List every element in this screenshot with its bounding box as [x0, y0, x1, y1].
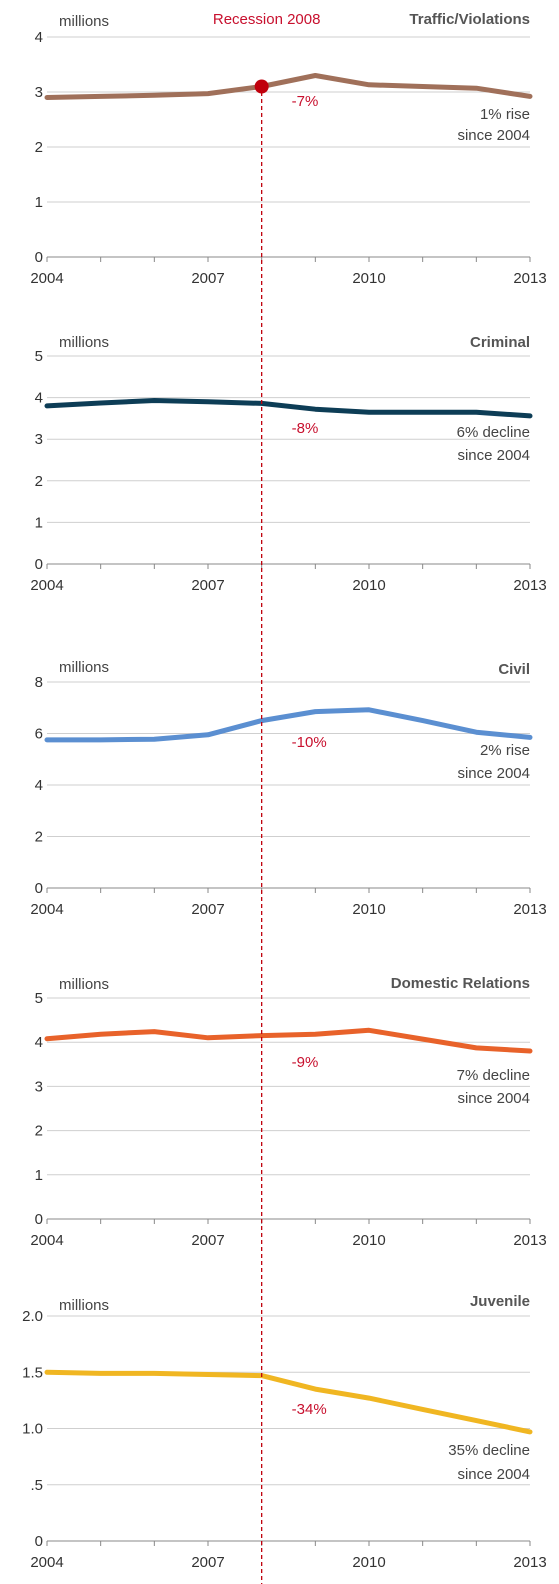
- juvenile-x-tick-label: 2004: [30, 1554, 63, 1571]
- traffic-violations-y-tick-label: 0: [35, 249, 43, 266]
- domestic-relations-y-tick-label: 2: [35, 1123, 43, 1140]
- criminal-y-tick-label: 2: [35, 473, 43, 490]
- recession-label: Recession 2008: [213, 11, 321, 28]
- criminal-x-tick-label: 2010: [352, 577, 385, 594]
- domestic-relations-panel-title: Domestic Relations: [391, 975, 530, 992]
- domestic-relations-y-tick-label: 3: [35, 1078, 43, 1095]
- domestic-relations-y-tick-label: 4: [35, 1034, 43, 1051]
- criminal-x-tick-label: 2004: [30, 577, 63, 594]
- traffic-violations-panel-title: Traffic/Violations: [409, 11, 530, 28]
- recession-marker-dot: [254, 79, 269, 94]
- juvenile-series-line: [44, 1369, 533, 1435]
- criminal-note-line-2: since 2004: [457, 447, 530, 464]
- criminal-y-tick-label: 1: [35, 514, 43, 531]
- juvenile-change-label: -34%: [292, 1401, 327, 1418]
- criminal-y-tick-label: 5: [35, 348, 43, 365]
- civil-panel-title: Civil: [498, 661, 530, 678]
- domestic-relations-change-label: -9%: [292, 1054, 319, 1071]
- criminal-y-tick-label: 4: [35, 390, 43, 407]
- juvenile-x-tick-label: 2013: [513, 1554, 546, 1571]
- civil-x-tick-label: 2004: [30, 901, 63, 918]
- civil-x-tick-label: 2013: [513, 901, 546, 918]
- juvenile-y-tick-label: 1.5: [22, 1364, 43, 1381]
- traffic-violations-note-line-1: 1% rise: [480, 106, 530, 123]
- traffic-violations-y-tick-label: 4: [35, 29, 43, 46]
- criminal-note-line-1: 6% decline: [457, 424, 530, 441]
- civil-y-tick-label: 8: [35, 674, 43, 691]
- criminal-unit-label: millions: [59, 334, 109, 351]
- juvenile-x-tick-label: 2010: [352, 1554, 385, 1571]
- civil-change-label: -10%: [292, 734, 327, 751]
- traffic-violations-y-tick-label: 2: [35, 139, 43, 156]
- criminal-x-tick-label: 2013: [513, 577, 546, 594]
- criminal-y-tick-label: 0: [35, 556, 43, 573]
- domestic-relations-unit-label: millions: [59, 976, 109, 993]
- traffic-violations-x-tick-label: 2013: [513, 270, 546, 287]
- civil-y-tick-label: 6: [35, 726, 43, 743]
- domestic-relations-y-tick-label: 5: [35, 990, 43, 1007]
- traffic-violations-y-tick-label: 3: [35, 84, 43, 101]
- juvenile-note-line-1: 35% decline: [448, 1442, 530, 1459]
- domestic-relations-y-tick-label: 0: [35, 1211, 43, 1228]
- traffic-violations-x-tick-label: 2010: [352, 270, 385, 287]
- domestic-relations-x-tick-label: 2013: [513, 1232, 546, 1249]
- criminal-x-tick-label: 2007: [191, 577, 224, 594]
- criminal-series-line: [44, 398, 533, 419]
- juvenile-panel-title: Juvenile: [470, 1293, 530, 1310]
- juvenile-y-tick-label: 0: [35, 1533, 43, 1550]
- traffic-violations-series-line: [44, 73, 533, 100]
- traffic-violations-x-tick-label: 2004: [30, 270, 63, 287]
- juvenile-y-tick-label: .5: [30, 1477, 43, 1494]
- juvenile-x-tick-label: 2007: [191, 1554, 224, 1571]
- civil-y-tick-label: 4: [35, 777, 43, 794]
- criminal-y-tick-label: 3: [35, 431, 43, 448]
- juvenile-note-line-2: since 2004: [457, 1466, 530, 1483]
- domestic-relations-x-tick-label: 2007: [191, 1232, 224, 1249]
- civil-note-line-1: 2% rise: [480, 742, 530, 759]
- traffic-violations-y-tick-label: 1: [35, 194, 43, 211]
- civil-x-tick-label: 2007: [191, 901, 224, 918]
- domestic-relations-note-line-2: since 2004: [457, 1090, 530, 1107]
- domestic-relations-y-tick-label: 1: [35, 1167, 43, 1184]
- traffic-violations-x-tick-label: 2007: [191, 270, 224, 287]
- civil-x-tick-label: 2010: [352, 901, 385, 918]
- civil-unit-label: millions: [59, 659, 109, 676]
- criminal-change-label: -8%: [292, 420, 319, 437]
- civil-y-tick-label: 2: [35, 829, 43, 846]
- domestic-relations-x-tick-label: 2010: [352, 1232, 385, 1249]
- criminal-panel-title: Criminal: [470, 334, 530, 351]
- juvenile-unit-label: millions: [59, 1297, 109, 1314]
- juvenile-y-tick-label: 1.0: [22, 1421, 43, 1438]
- domestic-relations-series-line: [44, 1027, 533, 1054]
- traffic-violations-note-line-2: since 2004: [457, 127, 530, 144]
- juvenile-y-tick-label: 2.0: [22, 1308, 43, 1325]
- civil-y-tick-label: 0: [35, 880, 43, 897]
- traffic-violations-change-label: -7%: [292, 93, 319, 110]
- traffic-violations-unit-label: millions: [59, 13, 109, 30]
- civil-note-line-2: since 2004: [457, 765, 530, 782]
- domestic-relations-x-tick-label: 2004: [30, 1232, 63, 1249]
- domestic-relations-note-line-1: 7% decline: [457, 1067, 530, 1084]
- civil-series-line: [44, 707, 533, 743]
